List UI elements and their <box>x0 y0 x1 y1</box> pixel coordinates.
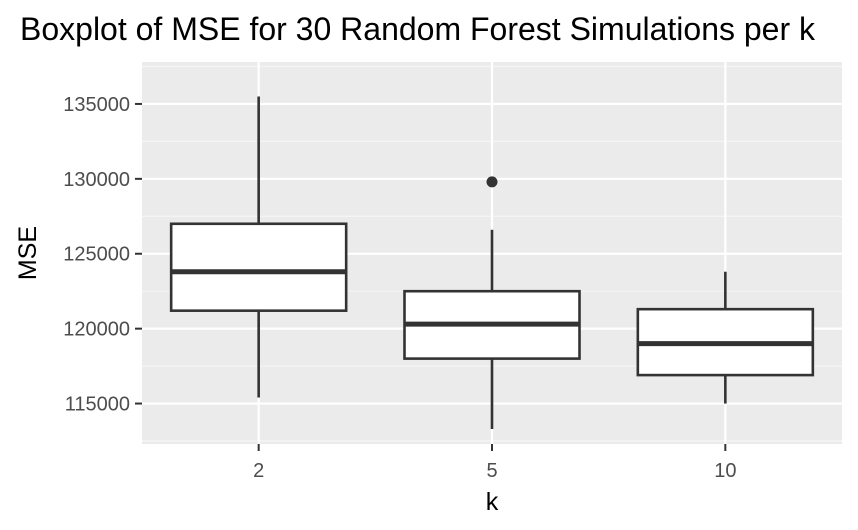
box-5 <box>403 176 581 430</box>
boxes-layer <box>169 96 815 430</box>
x-tick-label: 5 <box>486 460 497 482</box>
iqr-box <box>169 222 348 312</box>
outlier-point <box>486 176 498 188</box>
box-10 <box>636 271 815 404</box>
y-tick-label: 135000 <box>63 94 130 116</box>
x-axis-title: k <box>486 488 499 516</box>
x-tick-label: 2 <box>253 460 264 482</box>
x-axis: 2 5 10 <box>253 444 736 482</box>
y-tick-label: 130000 <box>63 169 130 191</box>
y-tick-label: 115000 <box>65 394 130 416</box>
chart-title: Boxplot of MSE for 30 Random Forest Simu… <box>20 11 816 47</box>
y-tick-label: 120000 <box>63 319 130 341</box>
y-axis: 115000 120000 125000 130000 135000 <box>63 94 142 416</box>
x-tick-label: 10 <box>714 460 736 482</box>
box-2 <box>169 96 348 398</box>
y-axis-title: MSE <box>14 226 42 280</box>
y-tick-label: 125000 <box>63 244 130 266</box>
